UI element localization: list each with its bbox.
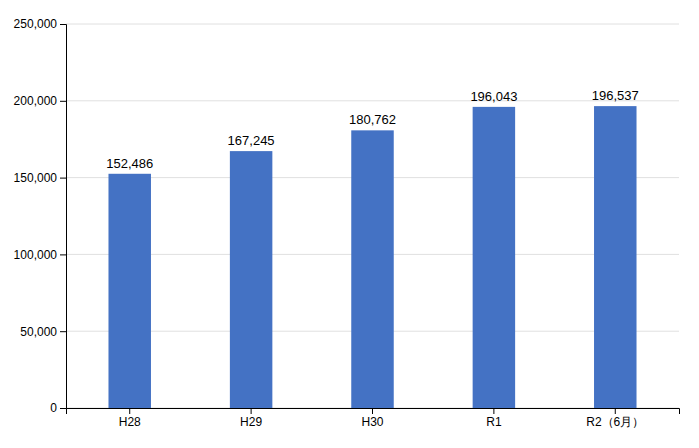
data-label: 196,537	[592, 88, 639, 103]
x-tick: R2（6月）	[586, 408, 644, 429]
x-tick-label: R2（6月）	[586, 415, 644, 429]
grid-line	[66, 100, 679, 101]
x-axis: H28 H29 H30 R1 R2（6月）	[67, 408, 680, 429]
data-labels: 152,486 167,245 180,762 196,043 196,537	[106, 88, 639, 171]
x-tick-mark	[615, 408, 616, 414]
y-tick-mark	[60, 178, 66, 179]
y-tick-label: 250,000	[14, 17, 58, 31]
y-tick-mark	[60, 101, 66, 102]
data-label: 180,762	[349, 112, 396, 127]
y-tick: 100,000	[14, 248, 66, 262]
y-tick: 250,000	[14, 17, 66, 31]
bar	[351, 130, 393, 408]
y-axis: 0 50,000 100,000 150,000 200,000 250,000	[14, 17, 67, 415]
chart-svg: 050,000100,000150,000200,000250,000H28H2…	[0, 0, 699, 448]
data-label: 167,245	[228, 133, 275, 148]
y-tick-label: 100,000	[14, 248, 58, 262]
x-tick: R1	[486, 408, 502, 429]
y-tick: 50,000	[20, 325, 66, 339]
x-tick-label: H28	[119, 415, 141, 429]
data-label: 196,043	[470, 89, 517, 104]
x-tick-label: R1	[486, 415, 502, 429]
grid-line	[66, 24, 679, 25]
y-tick-mark	[60, 254, 66, 255]
y-tick-label: 150,000	[14, 171, 58, 185]
y-tick-label: 0	[50, 401, 57, 415]
chart-container: 050,000100,000150,000200,000250,000H28H2…	[0, 0, 699, 448]
y-tick-mark	[60, 24, 66, 25]
bar	[230, 151, 272, 408]
y-tick-mark	[60, 408, 66, 409]
grid	[66, 24, 679, 408]
y-tick: 0	[50, 401, 66, 415]
data-label: 152,486	[106, 156, 153, 171]
y-tick-label: 50,000	[20, 325, 57, 339]
x-tick: H29	[240, 408, 262, 429]
y-axis-line	[60, 25, 67, 409]
x-tick: H28	[119, 408, 141, 429]
bar	[473, 107, 515, 408]
x-tick-mark	[372, 408, 373, 414]
bars	[108, 106, 636, 408]
x-tick-mark	[129, 408, 130, 414]
x-tick-mark	[493, 408, 494, 414]
plot: 050,000100,000150,000200,000250,000H28H2…	[14, 17, 680, 428]
y-tick: 200,000	[14, 94, 66, 108]
bar	[108, 174, 150, 408]
x-axis-line	[67, 409, 680, 415]
x-tick-label: H29	[240, 415, 262, 429]
x-tick-mark	[251, 408, 252, 414]
x-tick: H30	[361, 408, 383, 429]
x-tick-label: H30	[361, 415, 383, 429]
y-tick: 150,000	[14, 171, 66, 185]
y-tick-mark	[60, 331, 66, 332]
bar	[594, 106, 636, 408]
y-tick-label: 200,000	[14, 94, 58, 108]
